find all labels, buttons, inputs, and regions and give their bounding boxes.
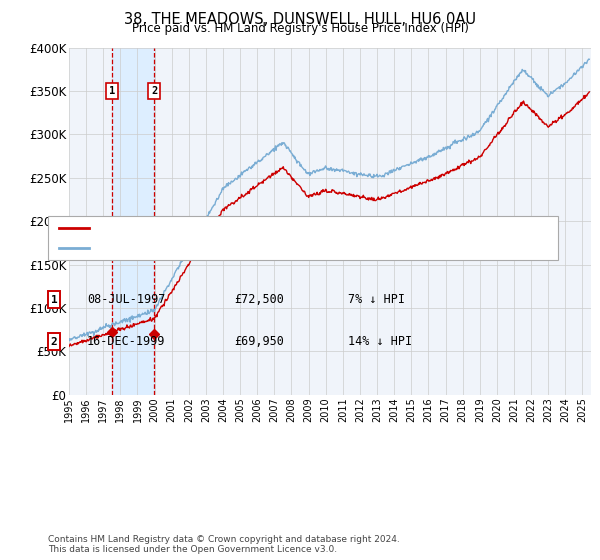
Text: HPI: Average price, detached house, East Riding of Yorkshire: HPI: Average price, detached house, East… <box>95 243 410 253</box>
Text: 1: 1 <box>109 86 115 96</box>
Text: Contains HM Land Registry data © Crown copyright and database right 2024.
This d: Contains HM Land Registry data © Crown c… <box>48 535 400 554</box>
Text: 08-JUL-1997: 08-JUL-1997 <box>87 293 166 306</box>
Bar <box>112 48 154 395</box>
Text: 7% ↓ HPI: 7% ↓ HPI <box>348 293 405 306</box>
Text: 16-DEC-1999: 16-DEC-1999 <box>87 335 166 348</box>
Text: 14% ↓ HPI: 14% ↓ HPI <box>348 335 412 348</box>
Text: 2: 2 <box>151 86 157 96</box>
Text: Price paid vs. HM Land Registry's House Price Index (HPI): Price paid vs. HM Land Registry's House … <box>131 22 469 35</box>
Text: 2: 2 <box>50 337 58 347</box>
Text: 38, THE MEADOWS, DUNSWELL, HULL, HU6 0AU: 38, THE MEADOWS, DUNSWELL, HULL, HU6 0AU <box>124 12 476 27</box>
Text: £72,500: £72,500 <box>234 293 284 306</box>
Text: £69,950: £69,950 <box>234 335 284 348</box>
Text: 1: 1 <box>50 295 58 305</box>
Text: 38, THE MEADOWS, DUNSWELL, HULL, HU6 0AU (detached house): 38, THE MEADOWS, DUNSWELL, HULL, HU6 0AU… <box>95 223 440 233</box>
